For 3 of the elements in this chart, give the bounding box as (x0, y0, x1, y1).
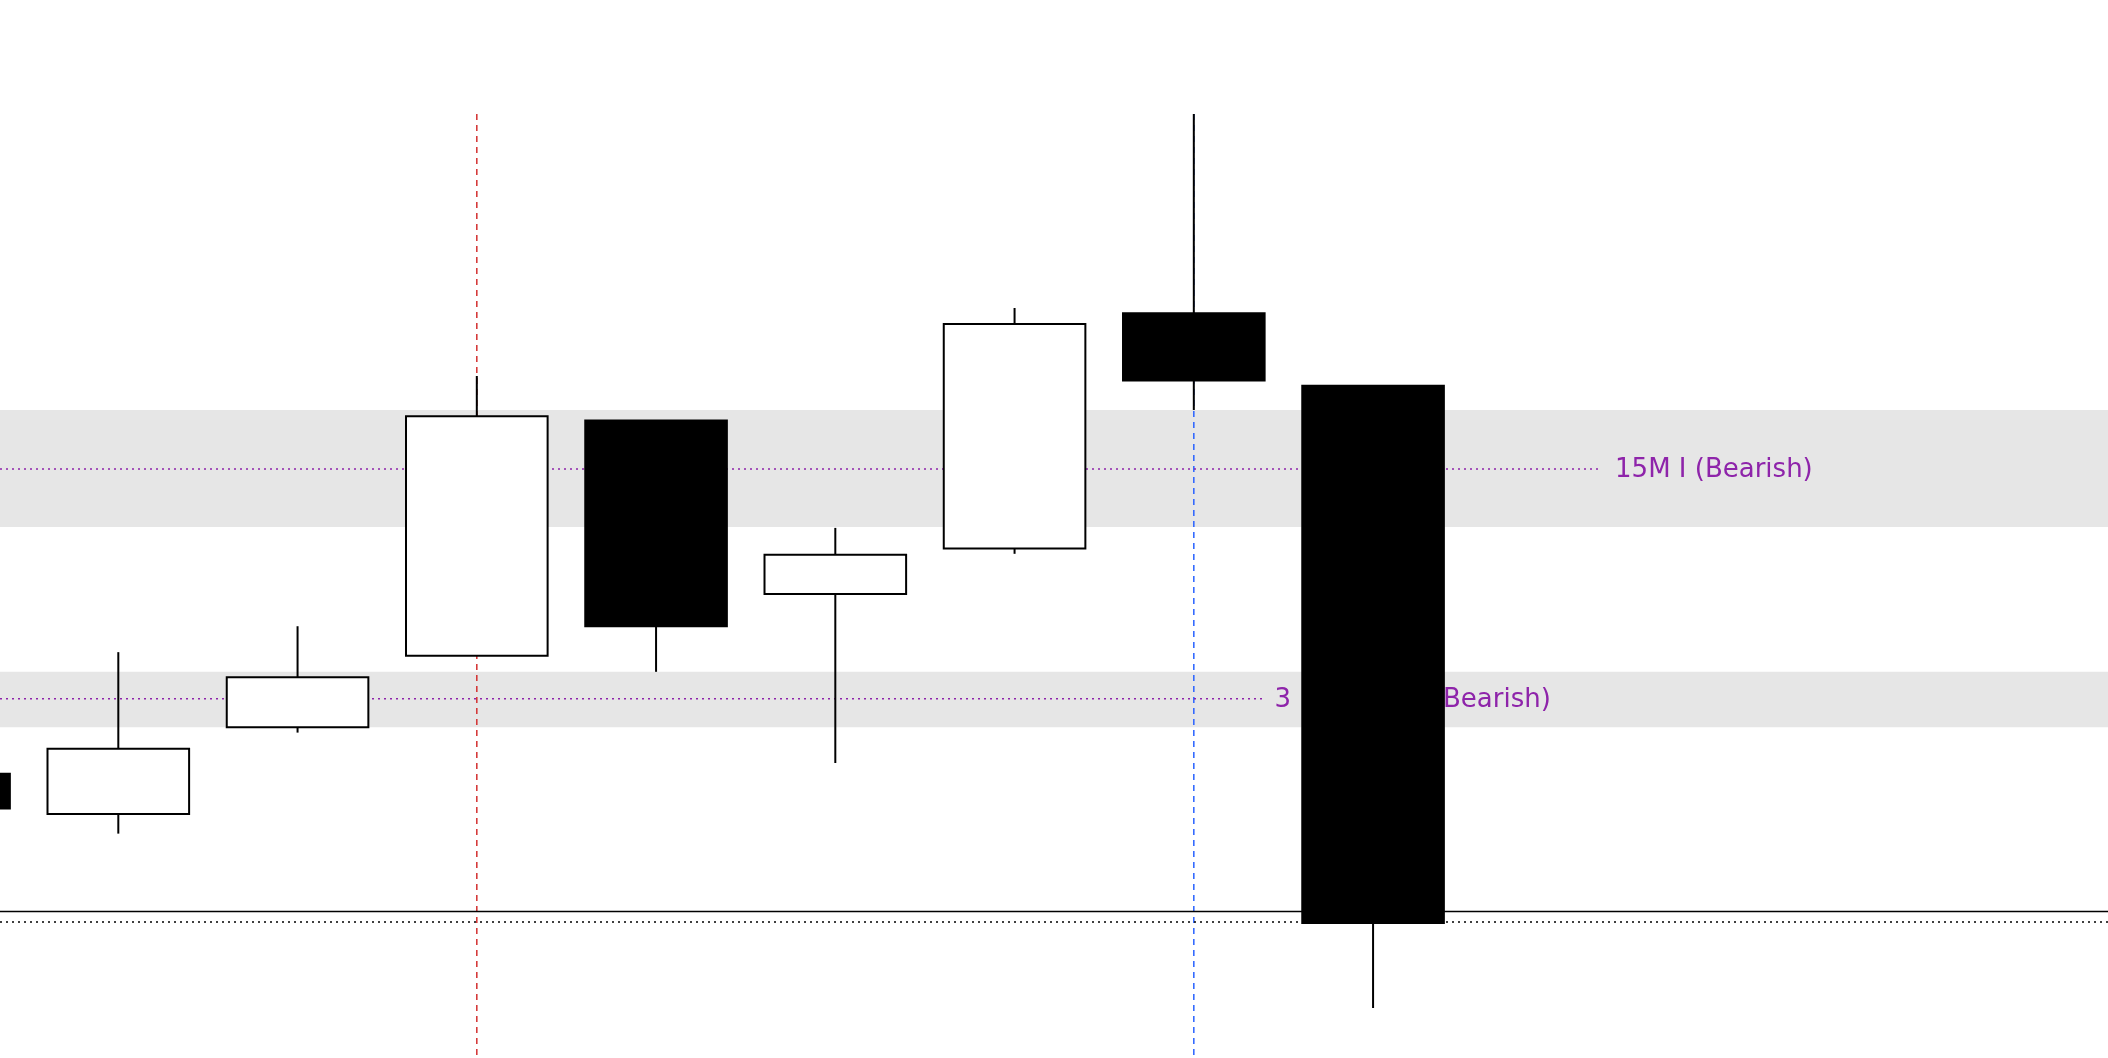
annotation: 3 (1274, 682, 1292, 713)
annotation: Bearish) (1442, 682, 1551, 713)
ref-line-label: 15M I (Bearish) (1615, 452, 1813, 483)
